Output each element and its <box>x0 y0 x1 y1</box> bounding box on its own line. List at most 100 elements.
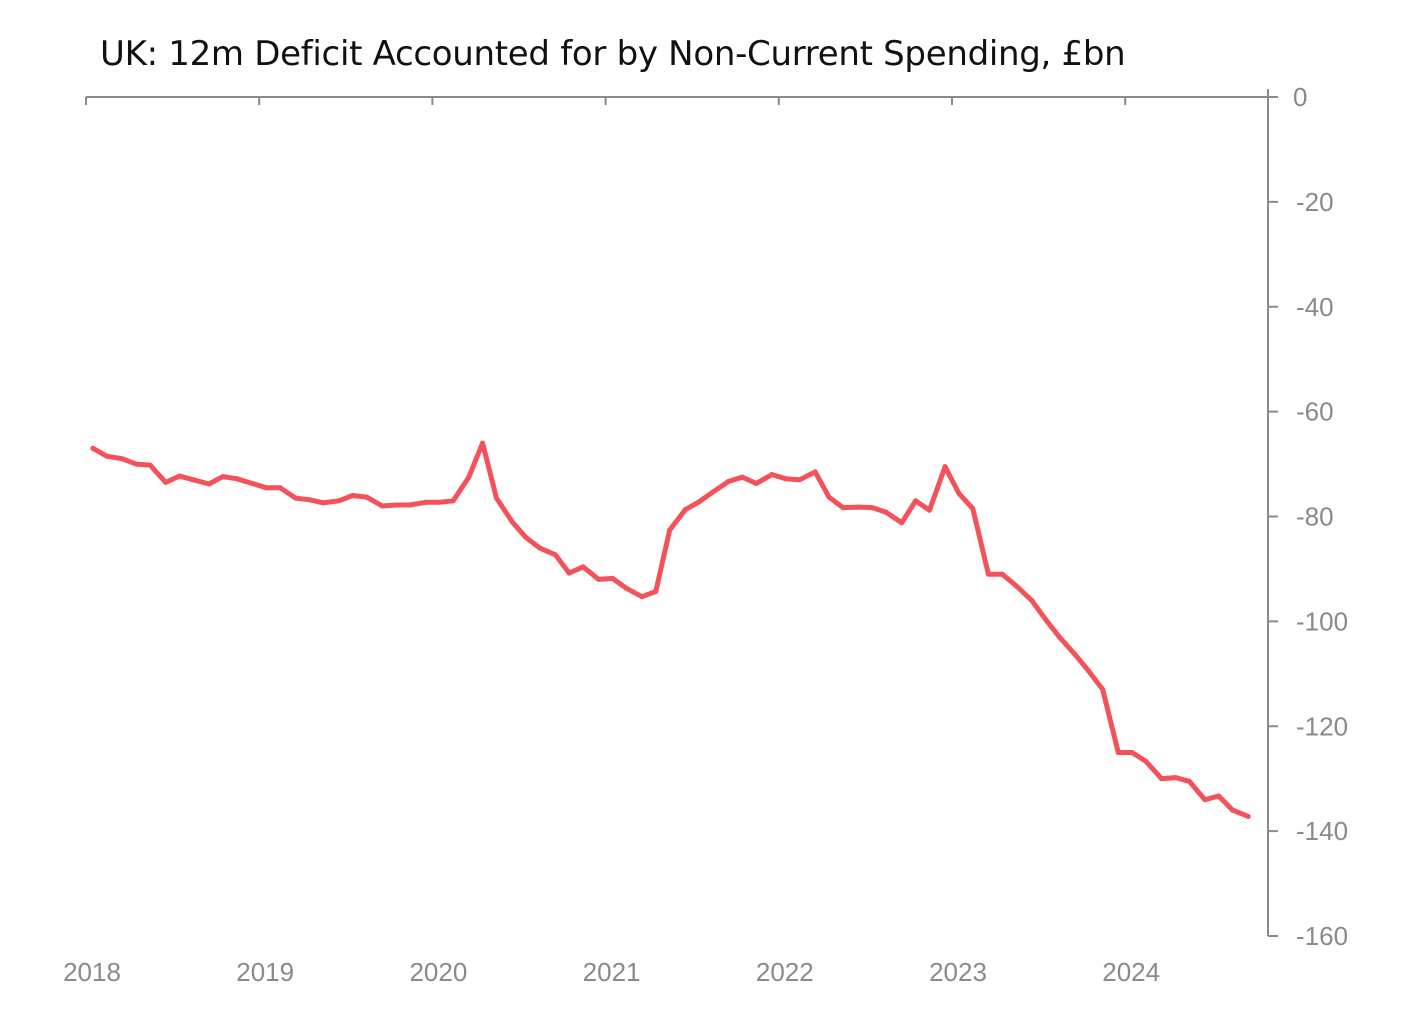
data-point <box>942 464 948 470</box>
data-point <box>1129 749 1135 755</box>
data-point <box>580 564 586 570</box>
data-point <box>293 495 299 501</box>
data-point <box>639 594 645 600</box>
data-point <box>769 472 775 478</box>
data-point <box>1115 749 1121 755</box>
data-point <box>610 575 616 581</box>
data-point <box>899 520 905 526</box>
data-point <box>493 495 499 501</box>
x-tick-label: 2023 <box>929 957 987 987</box>
y-tick-label: -100 <box>1296 606 1348 636</box>
data-point <box>739 474 745 480</box>
y-tick-label: -160 <box>1296 921 1348 951</box>
data-point <box>970 506 976 512</box>
data-point <box>855 504 861 510</box>
data-point <box>379 503 385 509</box>
data-point <box>306 497 312 503</box>
data-point <box>1086 668 1092 674</box>
data-point <box>710 489 716 495</box>
data-point <box>90 445 96 451</box>
data-point <box>753 480 759 486</box>
x-tick-label: 2018 <box>63 957 121 987</box>
data-point <box>336 498 342 504</box>
data-point <box>1230 807 1236 813</box>
data-point <box>537 545 543 551</box>
data-point <box>869 505 875 511</box>
data-point <box>263 485 269 491</box>
data-point <box>1100 687 1106 693</box>
data-point <box>1143 758 1149 764</box>
data-point <box>682 507 688 513</box>
data-point <box>436 499 442 505</box>
series-line <box>90 440 1251 819</box>
data-point <box>956 490 962 496</box>
data-point <box>177 473 183 479</box>
y-tick-label: -40 <box>1296 292 1334 322</box>
data-point <box>119 456 125 462</box>
data-point <box>1245 813 1251 819</box>
data-point <box>1159 776 1165 782</box>
data-point <box>190 477 196 483</box>
data-point <box>883 509 889 515</box>
data-point <box>783 476 789 482</box>
data-point <box>840 505 846 511</box>
data-point <box>826 494 832 500</box>
data-point <box>466 474 472 480</box>
data-point <box>926 507 932 513</box>
data-point <box>220 474 226 480</box>
data-point <box>552 552 558 558</box>
y-axis-labels: 0 -20 -40 -60 -80 -100 -120 -140 -160 <box>1293 82 1348 951</box>
data-point <box>1202 797 1208 803</box>
data-point <box>147 462 153 468</box>
series-layer <box>90 440 1251 819</box>
data-point <box>133 461 139 467</box>
data-point <box>234 476 240 482</box>
data-point <box>104 453 110 459</box>
data-point <box>1186 778 1192 784</box>
y-tick-label: -120 <box>1296 711 1348 741</box>
x-tick-label: 2020 <box>409 957 467 987</box>
x-tick-label: 2019 <box>236 957 294 987</box>
chart-axes <box>85 89 1278 937</box>
data-point <box>1043 616 1049 622</box>
data-point <box>566 570 572 576</box>
data-point <box>407 502 413 508</box>
data-point <box>1056 634 1062 640</box>
data-point <box>523 534 529 540</box>
x-tick-label: 2021 <box>583 957 641 987</box>
data-point <box>726 478 732 484</box>
data-point <box>206 481 212 487</box>
y-tick-label: -60 <box>1296 397 1334 427</box>
data-point <box>1072 651 1078 657</box>
data-point <box>812 469 818 475</box>
data-point <box>277 485 283 491</box>
data-point <box>1216 793 1222 799</box>
data-point <box>480 440 486 446</box>
data-point <box>999 571 1005 577</box>
data-point <box>450 498 456 504</box>
data-point <box>320 500 326 506</box>
x-axis-labels: 2018 2019 2020 2021 2022 2023 2024 <box>63 957 1160 987</box>
x-tick-label: 2024 <box>1102 957 1160 987</box>
chart-title: UK: 12m Deficit Accounted for by Non-Cur… <box>100 34 1126 74</box>
data-point <box>653 588 659 594</box>
data-point <box>249 480 255 486</box>
data-point <box>667 527 673 533</box>
y-tick-label: -20 <box>1296 187 1334 217</box>
data-point <box>596 576 602 582</box>
data-point <box>696 499 702 505</box>
data-point <box>1013 583 1019 589</box>
data-point <box>797 477 803 483</box>
data-point <box>509 519 515 525</box>
data-point <box>393 502 399 508</box>
data-point <box>985 571 991 577</box>
y-tick-label: -140 <box>1296 816 1348 846</box>
data-point <box>422 499 428 505</box>
data-point <box>163 479 169 485</box>
data-point <box>1172 775 1178 781</box>
y-tick-label: -80 <box>1296 502 1334 532</box>
x-tick-label: 2022 <box>756 957 814 987</box>
y-tick-label: 0 <box>1293 82 1307 112</box>
data-point <box>913 498 919 504</box>
